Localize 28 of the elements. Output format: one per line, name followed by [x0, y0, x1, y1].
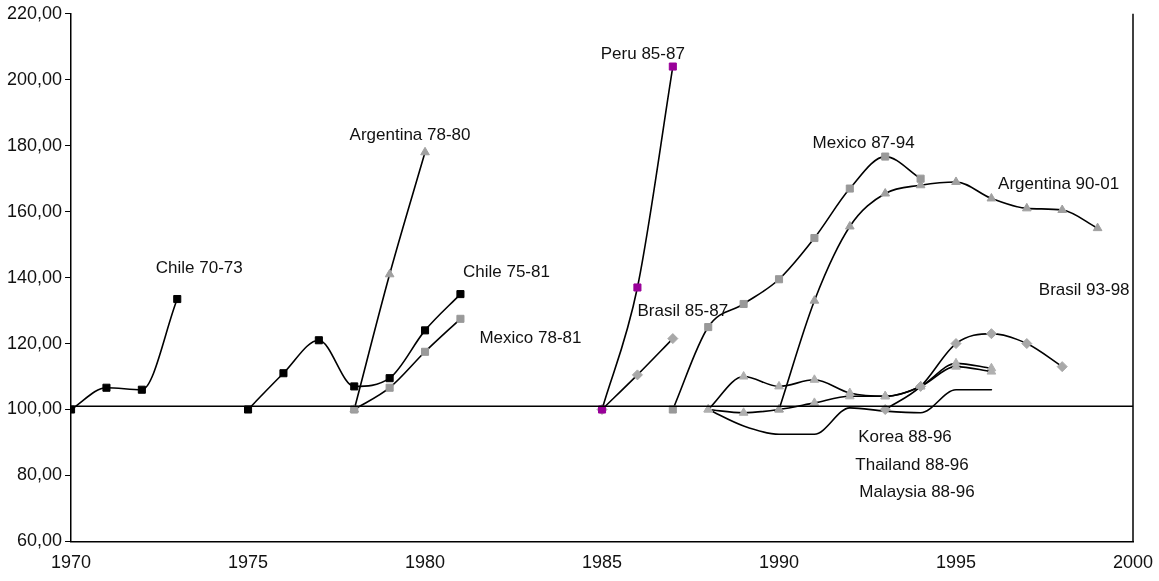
series-label: Mexico 87-94 — [812, 133, 915, 153]
annotation: Korea 88-96 — [858, 426, 952, 446]
y-tick-label: 200,00 — [6, 68, 63, 89]
series-label: Peru 85-87 — [600, 44, 685, 64]
x-tick-label: 1975 — [228, 552, 269, 573]
series-label: Chile 75-81 — [462, 261, 550, 281]
y-tick-label: 220,00 — [6, 2, 63, 23]
y-tick-label: 180,00 — [6, 134, 63, 155]
y-tick-label: 140,00 — [6, 266, 63, 287]
x-tick-label: 2000 — [1112, 552, 1154, 573]
x-tick-label: 1980 — [405, 552, 446, 573]
y-tick-label: 120,00 — [6, 332, 63, 353]
x-tick-label: 1970 — [51, 552, 92, 573]
x-tick-label: 1995 — [935, 552, 977, 573]
y-tick-label: 80,00 — [17, 464, 63, 485]
x-tick-label: 1990 — [758, 552, 800, 573]
x-tick-label: 1985 — [582, 552, 623, 573]
text: Brasil 93-98 — [1038, 280, 1130, 300]
y-tick-label: 160,00 — [6, 200, 63, 221]
y-tick-label: 60,00 — [17, 530, 63, 551]
annotation: Malaysia 88-96 — [859, 481, 975, 501]
series-label: Argentina 78-80 — [349, 124, 471, 144]
series-label: Chile 70-73 — [155, 257, 243, 277]
annotation: Thailand 88-96 — [855, 454, 969, 474]
series-label: Brasil 85-87 — [637, 301, 729, 321]
series-label: Argentina 90-01 — [998, 173, 1120, 193]
series-label: Mexico 78-81 — [479, 327, 582, 347]
y-tick-label: 100,00 — [6, 398, 63, 419]
